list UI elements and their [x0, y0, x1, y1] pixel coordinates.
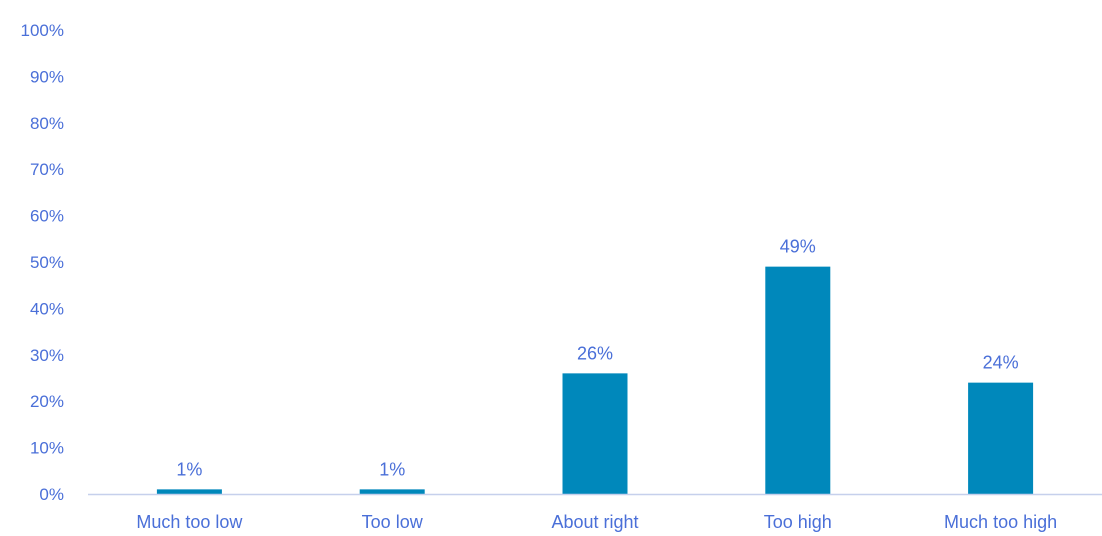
- bar: [156, 489, 222, 494]
- bar: [968, 382, 1034, 494]
- x-category-label: Much too low: [136, 512, 243, 532]
- y-tick-label: 80%: [30, 114, 64, 133]
- y-tick-label: 40%: [30, 299, 64, 318]
- bar-value-label: 1%: [379, 459, 405, 479]
- y-tick-label: 30%: [30, 346, 64, 365]
- x-category-label: Much too high: [944, 512, 1057, 532]
- bars: [156, 266, 1034, 494]
- y-tick-label: 90%: [30, 67, 64, 86]
- x-axis-category-labels: Much too low Too low About right Too high Mu…: [136, 512, 1057, 532]
- bar: [359, 489, 425, 494]
- y-tick-label: 0%: [39, 485, 64, 504]
- bar-value-label: 49%: [780, 237, 816, 257]
- x-category-label: About right: [551, 512, 638, 532]
- bar: [562, 373, 628, 494]
- y-tick-label: 70%: [30, 160, 64, 179]
- y-tick-label: 50%: [30, 253, 64, 272]
- y-tick-label: 20%: [30, 392, 64, 411]
- y-axis-tick-labels: 0% 10% 20% 30% 40% 50% 60% 70% 80% 90% 100%: [21, 21, 64, 504]
- bar-value-label: 1%: [176, 459, 202, 479]
- bar-value-label: 24%: [983, 353, 1019, 373]
- x-category-label: Too high: [764, 512, 832, 532]
- data-labels: 1% 1% 26% 49% 24%: [176, 237, 1018, 480]
- y-tick-label: 100%: [21, 21, 64, 40]
- y-tick-label: 60%: [30, 207, 64, 226]
- x-category-label: Too low: [362, 512, 424, 532]
- bar-value-label: 26%: [577, 343, 613, 363]
- y-tick-label: 10%: [30, 439, 64, 458]
- bar: [765, 266, 831, 494]
